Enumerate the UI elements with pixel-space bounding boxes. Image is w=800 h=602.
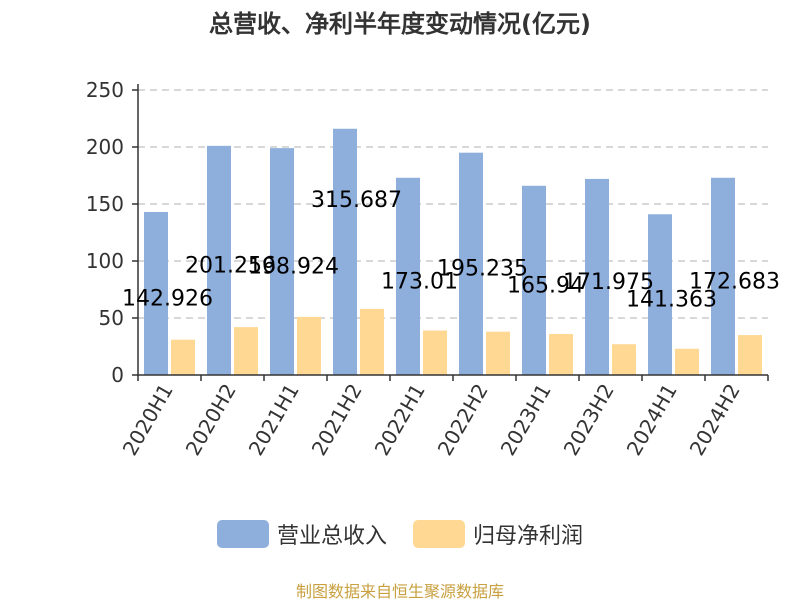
bar-profit[interactable] xyxy=(360,308,384,375)
source-note: 制图数据来自恒生聚源数据库 xyxy=(295,582,504,601)
bar-profit[interactable] xyxy=(675,348,699,375)
data-label: 171.975 xyxy=(563,270,654,295)
bar-profit[interactable] xyxy=(234,327,258,375)
bar-revenue[interactable] xyxy=(396,177,420,375)
x-tick-label: 2022H1 xyxy=(370,380,430,460)
x-tick-label: 2020H1 xyxy=(118,380,178,460)
x-tick-label: 2021H1 xyxy=(244,380,304,460)
y-tick-label: 50 xyxy=(99,306,124,330)
bar-profit[interactable] xyxy=(486,331,510,375)
x-tick-label: 2021H2 xyxy=(307,380,367,460)
bar-revenue[interactable] xyxy=(270,148,294,375)
bar-revenue[interactable] xyxy=(144,211,168,375)
bar-revenue[interactable] xyxy=(711,177,735,375)
chart-title: 总营收、净利半年度变动情况(亿元) xyxy=(209,10,591,38)
data-label: 201.256 xyxy=(185,253,276,278)
x-tick-label: 2023H1 xyxy=(496,380,556,460)
bar-revenue[interactable] xyxy=(648,214,672,375)
bar-revenue[interactable] xyxy=(585,178,609,375)
bar-profit[interactable] xyxy=(549,333,573,375)
data-label: 173.01 xyxy=(381,269,458,294)
data-label: 315.687 xyxy=(311,188,402,213)
legend: 营业总收入 归母净利润 xyxy=(0,518,800,550)
y-tick-label: 150 xyxy=(86,192,124,216)
y-tick-label: 250 xyxy=(86,78,124,102)
bar-revenue[interactable] xyxy=(522,185,546,375)
data-label: 198.924 xyxy=(248,255,339,280)
legend-item-revenue[interactable]: 营业总收入 xyxy=(216,518,387,550)
data-label: 165.94 xyxy=(507,273,584,298)
bar-profit[interactable] xyxy=(738,335,762,375)
y-tick-label: 200 xyxy=(86,135,124,159)
bar-revenue[interactable] xyxy=(333,128,357,375)
y-tick-label: 100 xyxy=(86,249,124,273)
bar-revenue[interactable] xyxy=(459,152,483,375)
x-tick-label: 2024H2 xyxy=(685,380,745,460)
data-label: 141.363 xyxy=(626,287,717,312)
x-tick-label: 2023H2 xyxy=(559,380,619,460)
x-tick-label: 2022H2 xyxy=(433,380,493,460)
legend-swatch-revenue xyxy=(216,520,269,548)
legend-swatch-profit xyxy=(413,520,465,548)
x-tick-label: 2024H1 xyxy=(622,380,682,460)
legend-label-revenue: 营业总收入 xyxy=(276,524,387,549)
grid-lines xyxy=(138,89,768,319)
data-label: 195.235 xyxy=(437,257,528,282)
bar-profit[interactable] xyxy=(612,344,636,375)
bar-profit[interactable] xyxy=(297,316,321,375)
data-label: 172.683 xyxy=(689,270,780,295)
data-label: 142.926 xyxy=(122,287,213,312)
legend-item-profit[interactable]: 归母净利润 xyxy=(413,518,583,550)
bar-revenue[interactable] xyxy=(207,145,231,375)
legend-label-profit: 归母净利润 xyxy=(473,524,584,549)
y-tick-label: 0 xyxy=(111,363,124,387)
bar-profit[interactable] xyxy=(423,330,447,375)
bar-profit[interactable] xyxy=(171,339,195,375)
bars xyxy=(144,128,762,375)
x-tick-label: 2020H2 xyxy=(181,380,241,460)
